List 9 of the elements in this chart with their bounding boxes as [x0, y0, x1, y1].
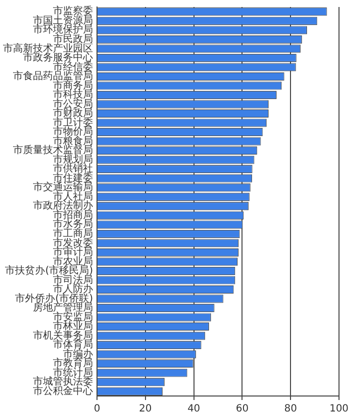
y-tick-label: 市编办 [63, 348, 93, 360]
y-tick-label: 市公积金中心 [33, 384, 93, 397]
x-tick-label: 0 [94, 404, 100, 415]
x-tick-label: 80 [284, 404, 297, 415]
x-tick-label: 40 [187, 404, 200, 415]
y-tick-label: 市人社局 [53, 190, 93, 202]
x-tick-label: 60 [236, 404, 249, 415]
x-tick-label: 100 [329, 404, 349, 415]
x-tick-label: 20 [139, 404, 152, 415]
